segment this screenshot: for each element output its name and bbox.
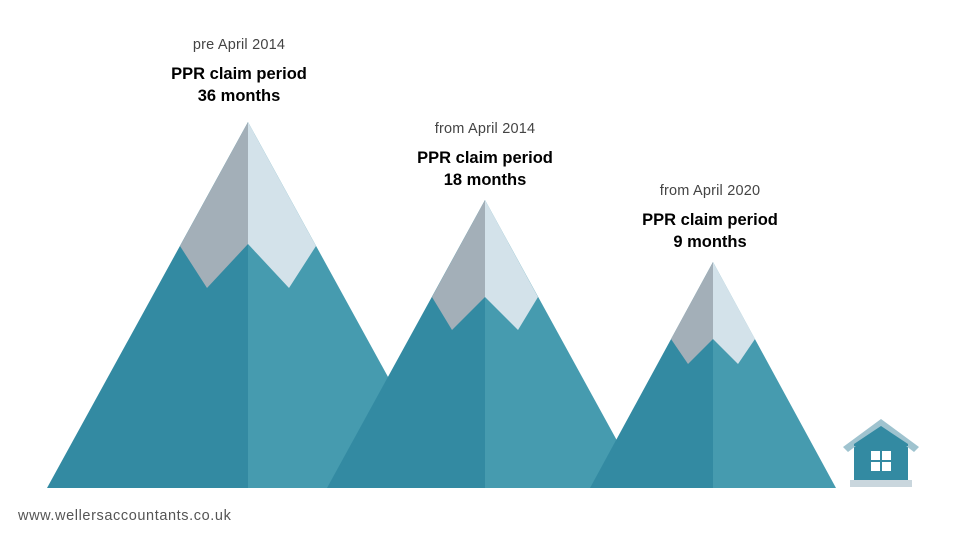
house-roof	[843, 419, 919, 452]
mountain-18-right-face	[485, 200, 643, 488]
period-label-pre-2014: pre April 2014 PPR claim period 36 month…	[119, 37, 359, 107]
house-gable	[854, 426, 908, 446]
period-date: from April 2014	[434, 121, 536, 137]
footer-website: www.wellersaccountants.co.uk	[18, 508, 232, 524]
mountain-18-left-face	[327, 200, 485, 488]
house-base	[850, 480, 912, 487]
period-duration: 9 months	[673, 233, 747, 251]
period-title: PPR claim period	[171, 65, 307, 83]
mountain-36-snow-right	[248, 122, 316, 288]
period-title: PPR claim period	[642, 211, 778, 229]
mountain-18-snow-right	[485, 200, 538, 330]
mountain-9-months	[590, 262, 836, 488]
period-duration: 36 months	[197, 87, 281, 105]
period-date: pre April 2014	[192, 37, 286, 53]
mountain-36-snow-left	[180, 122, 248, 288]
period-title: PPR claim period	[417, 149, 553, 167]
mountain-36-left-face	[47, 122, 248, 488]
mountain-9-snow-left	[671, 262, 713, 364]
mountain-9-snow-right	[713, 262, 755, 364]
mountain-18-snow-left	[432, 200, 485, 330]
period-label-from-2014: from April 2014 PPR claim period 18 mont…	[365, 121, 605, 191]
period-date: from April 2020	[659, 183, 761, 199]
house-icon	[843, 419, 919, 487]
period-duration: 18 months	[443, 171, 527, 189]
house-body	[854, 440, 908, 480]
house-window	[871, 451, 891, 471]
period-label-from-2020: from April 2020 PPR claim period 9 month…	[590, 183, 830, 253]
mountain-18-months	[327, 200, 643, 488]
